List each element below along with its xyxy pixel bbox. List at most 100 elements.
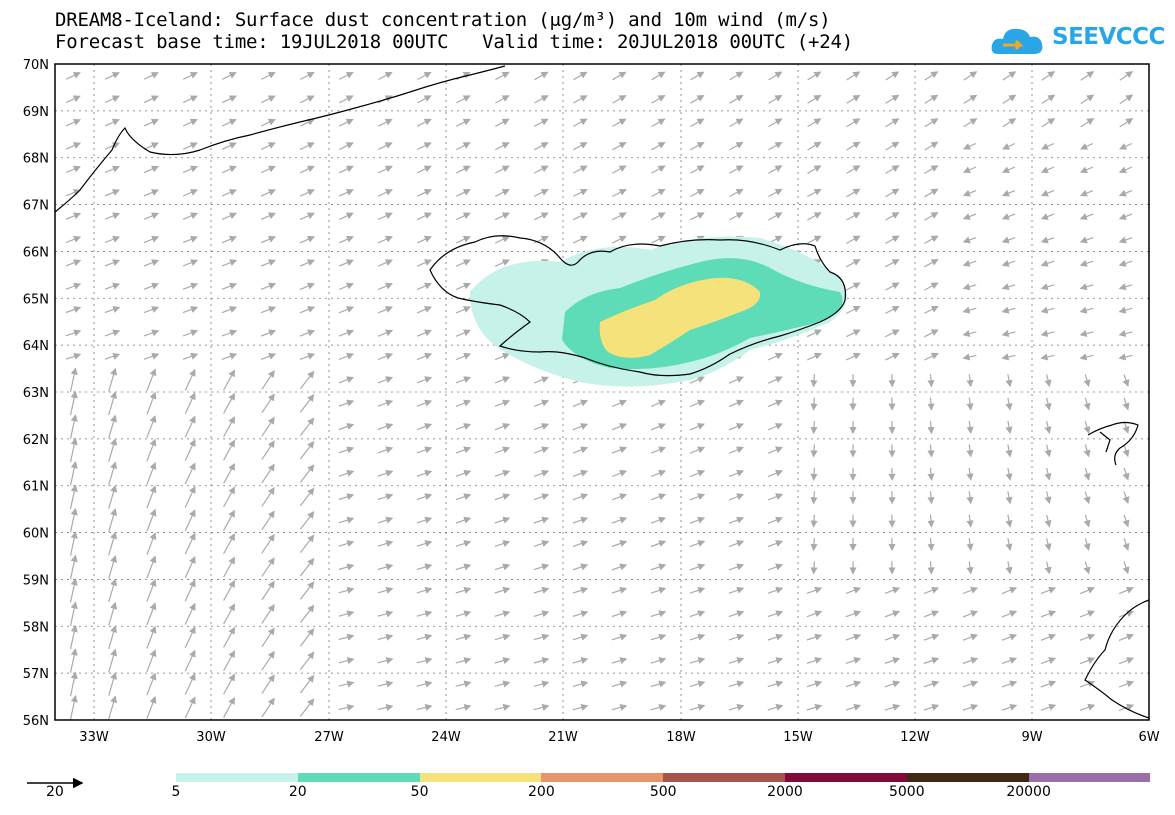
wind-arrow-icon xyxy=(966,467,974,481)
wind-arrow-icon xyxy=(650,703,667,711)
wind-arrow-icon xyxy=(416,680,433,688)
wind-arrow-icon xyxy=(184,649,196,672)
wind-arrow-icon xyxy=(924,118,939,128)
wind-arrow-icon xyxy=(455,680,472,688)
logo-text: SEEVCCC xyxy=(1052,24,1165,50)
wind-arrow-icon xyxy=(884,610,901,618)
wind-arrow-icon xyxy=(261,486,275,507)
wind-arrow-icon xyxy=(767,657,784,664)
wind-arrow-icon xyxy=(338,282,355,291)
greenland-coast xyxy=(54,65,506,213)
wind-arrow-icon xyxy=(183,72,198,80)
wind-arrow-icon xyxy=(729,165,744,174)
wind-arrow-icon xyxy=(1040,306,1055,314)
wind-arrow-icon xyxy=(104,142,121,150)
wind-arrow-icon xyxy=(1001,353,1016,361)
wind-arrow-icon xyxy=(1079,657,1096,665)
wind-arrow-icon xyxy=(143,352,160,360)
wind-arrow-icon xyxy=(221,189,238,197)
wind-arrow-icon xyxy=(338,259,355,267)
wind-arrow-icon xyxy=(650,516,667,524)
wind-arrow-icon xyxy=(962,213,977,220)
wind-arrow-icon xyxy=(572,680,589,688)
wind-arrow-icon xyxy=(650,399,667,408)
wind-arrow-icon xyxy=(260,165,276,174)
wind-arrow-icon xyxy=(1079,213,1094,220)
wind-arrow-icon xyxy=(846,212,861,221)
wind-arrow-icon xyxy=(728,657,745,664)
wind-arrow-icon xyxy=(299,417,315,436)
wind-arrow-icon xyxy=(456,142,471,151)
wind-arrow-icon xyxy=(807,235,822,244)
wind-arrow-icon xyxy=(143,72,159,80)
wind-arrow-icon xyxy=(184,392,196,415)
wind-arrow-icon xyxy=(1040,610,1057,618)
wind-arrow-icon xyxy=(455,703,472,711)
wind-arrow-icon xyxy=(1041,142,1055,150)
wind-arrow-icon xyxy=(728,493,745,501)
colorbar-segment xyxy=(176,773,298,782)
wind-arrow-icon xyxy=(299,352,316,360)
wind-arrow-icon xyxy=(184,602,196,625)
wind-arrow-icon xyxy=(1118,586,1135,595)
wind-arrow-icon xyxy=(455,235,471,244)
wind-arrow-icon xyxy=(1001,657,1018,665)
wind-arrow-icon xyxy=(1083,421,1091,434)
lat-tick-label: 66N xyxy=(23,245,49,260)
wind-arrow-icon xyxy=(728,586,745,594)
wind-arrow-icon xyxy=(69,367,78,393)
wind-arrow-icon xyxy=(108,671,118,696)
wind-arrow-icon xyxy=(1118,259,1133,267)
wind-arrow-icon xyxy=(767,352,783,361)
wind-arrow-icon xyxy=(573,118,588,127)
wind-arrow-icon xyxy=(1044,397,1052,411)
wind-arrow-icon xyxy=(223,696,235,718)
wind-arrow-icon xyxy=(1041,94,1056,105)
wind-arrow-icon xyxy=(455,399,472,407)
wind-arrow-icon xyxy=(146,368,157,392)
wind-arrow-icon xyxy=(108,554,118,579)
wind-arrow-icon xyxy=(689,516,706,524)
wind-arrow-icon xyxy=(184,462,196,485)
wind-arrow-icon xyxy=(299,604,315,624)
wind-arrow-icon xyxy=(1083,374,1091,388)
wind-arrow-icon xyxy=(650,446,667,454)
wind-arrow-icon xyxy=(417,71,432,81)
colorbar-level-label: 20000 xyxy=(1006,784,1051,800)
wind-arrow-icon xyxy=(533,399,550,407)
wind-arrow-icon xyxy=(1044,444,1052,458)
wind-arrow-icon xyxy=(533,469,550,477)
wind-arrow-icon xyxy=(299,306,316,314)
wind-arrow-icon xyxy=(728,563,745,571)
wind-arrow-icon xyxy=(184,532,196,555)
wind-arrow-icon xyxy=(416,329,433,337)
wind-arrow-icon xyxy=(223,486,235,508)
wind-arrow-icon xyxy=(261,603,275,624)
coastlines xyxy=(54,65,1150,719)
wind-arrow-icon xyxy=(927,561,935,575)
wind-arrow-icon xyxy=(534,212,549,221)
wind-arrow-icon xyxy=(1079,633,1096,641)
wind-arrow-icon xyxy=(806,703,823,711)
wind-arrow-icon xyxy=(689,703,706,711)
wind-arrow-icon xyxy=(455,516,472,524)
wind-arrow-icon xyxy=(533,516,550,524)
wind-arrow-icon xyxy=(299,674,315,694)
wind-arrow-icon xyxy=(807,71,822,81)
wind-arrow-icon xyxy=(299,370,315,390)
wind-arrow-icon xyxy=(377,376,394,384)
wind-arrow-icon xyxy=(495,142,510,151)
wind-arrow-icon xyxy=(65,329,82,337)
wind-arrow-icon xyxy=(768,118,783,128)
wind-arrow-icon xyxy=(729,141,744,151)
wind-arrow-icon xyxy=(108,437,118,462)
wind-arrow-icon xyxy=(728,610,745,618)
wind-arrow-icon xyxy=(923,586,940,595)
wind-arrow-icon xyxy=(1040,166,1055,174)
colorbar-level-label: 20 xyxy=(288,784,307,800)
wind-arrow-icon xyxy=(1040,353,1055,361)
wind-arrow-icon xyxy=(806,680,823,688)
wind-arrow-icon xyxy=(1040,259,1055,267)
wind-arrow-icon xyxy=(924,329,939,338)
wind-arrow-icon xyxy=(924,71,939,81)
